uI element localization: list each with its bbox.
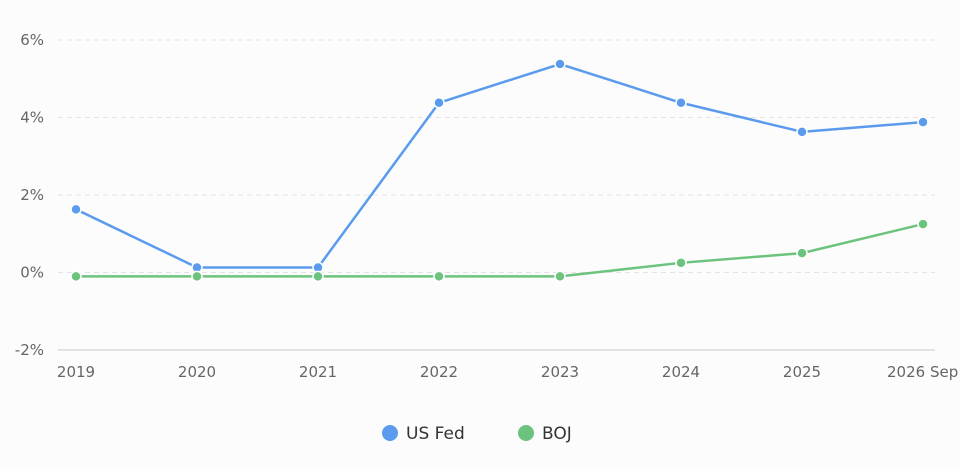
x-tick-label: 2019 bbox=[57, 363, 95, 381]
y-tick-label: 2% bbox=[20, 186, 44, 204]
data-point-boj[interactable] bbox=[70, 270, 82, 283]
series-line-boj bbox=[76, 222, 924, 278]
legend-label-us-fed: US Fed bbox=[406, 424, 465, 444]
series-line-us-fed bbox=[75, 62, 924, 269]
data-point-us-fed[interactable] bbox=[675, 97, 687, 109]
x-tick-label: 2024 bbox=[662, 363, 700, 381]
legend: US Fed BOJ bbox=[382, 424, 572, 444]
data-point-boj[interactable] bbox=[312, 270, 324, 283]
data-point-boj[interactable] bbox=[191, 270, 203, 283]
data-point-boj[interactable] bbox=[433, 270, 445, 283]
data-point-us-fed[interactable] bbox=[917, 116, 929, 128]
data-point-us-fed[interactable] bbox=[433, 97, 445, 109]
data-point-us-fed[interactable] bbox=[554, 58, 566, 70]
x-tick-label: 2025 bbox=[783, 363, 821, 381]
series-layer bbox=[70, 58, 929, 283]
legend-item-us-fed[interactable]: US Fed bbox=[382, 424, 465, 444]
grid-lines bbox=[58, 39, 935, 273]
legend-item-boj[interactable]: BOJ bbox=[518, 424, 572, 444]
x-tick-label: 2026 Sep bbox=[887, 363, 958, 381]
y-axis-ticks: 6% 4% 2% 0% -2% bbox=[15, 31, 44, 359]
x-tick-label: 2023 bbox=[541, 363, 579, 381]
x-tick-label: 2022 bbox=[420, 363, 458, 381]
y-tick-label: 4% bbox=[20, 109, 44, 127]
data-point-boj[interactable] bbox=[675, 257, 687, 269]
x-tick-label: 2020 bbox=[178, 363, 216, 381]
legend-marker-us-fed bbox=[382, 425, 398, 441]
data-point-us-fed[interactable] bbox=[70, 203, 82, 216]
y-tick-label: 6% bbox=[20, 31, 44, 49]
y-tick-label: 0% bbox=[20, 264, 44, 282]
y-tick-label: -2% bbox=[15, 341, 44, 359]
legend-marker-boj bbox=[518, 425, 534, 441]
x-axis-ticks: 2019 2020 2021 2022 2023 2024 2025 2026 Sep bbox=[57, 363, 958, 381]
data-point-boj[interactable] bbox=[554, 270, 566, 283]
data-point-us-fed[interactable] bbox=[796, 126, 808, 138]
data-point-boj[interactable] bbox=[796, 247, 808, 259]
legend-label-boj: BOJ bbox=[542, 424, 572, 444]
x-tick-label: 2021 bbox=[299, 363, 337, 381]
data-point-boj[interactable] bbox=[917, 218, 929, 230]
